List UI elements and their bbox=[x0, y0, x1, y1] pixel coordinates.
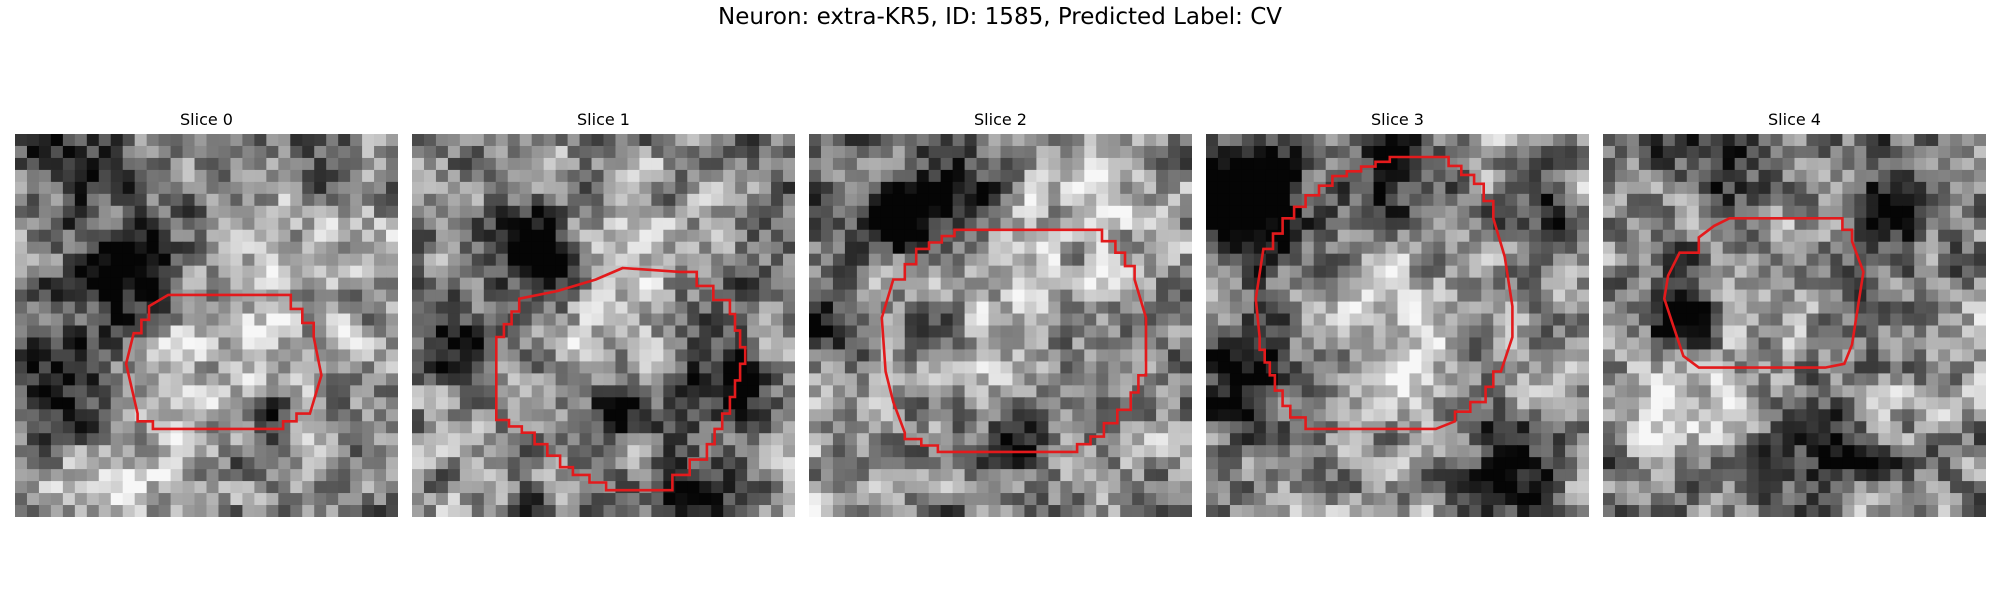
slice-image-4 bbox=[1603, 134, 1986, 517]
slice-image-3 bbox=[1206, 134, 1589, 517]
slice-image-0 bbox=[15, 134, 398, 517]
cell-contour-1 bbox=[495, 266, 747, 492]
cell-contour-4 bbox=[1662, 217, 1865, 369]
cell-contour-3 bbox=[1254, 155, 1514, 431]
cell-contour-0 bbox=[124, 293, 323, 431]
slice-panel-0: Slice 0 bbox=[15, 110, 398, 520]
slice-panel-2: Slice 2 bbox=[809, 110, 1192, 520]
slice-title-4: Slice 4 bbox=[1768, 110, 1821, 129]
slice-image-2 bbox=[809, 134, 1192, 517]
cell-contour-2 bbox=[880, 228, 1148, 454]
slice-image-1 bbox=[412, 134, 795, 517]
slice-title-2: Slice 2 bbox=[974, 110, 1027, 129]
slice-panel-4: Slice 4 bbox=[1603, 110, 1986, 520]
slice-panel-3: Slice 3 bbox=[1206, 110, 1589, 520]
slice-title-3: Slice 3 bbox=[1371, 110, 1424, 129]
figure-title: Neuron: extra-KR5, ID: 1585, Predicted L… bbox=[717, 4, 1283, 30]
slice-panel-1: Slice 1 bbox=[412, 110, 795, 520]
slice-title-0: Slice 0 bbox=[180, 110, 233, 129]
slice-title-1: Slice 1 bbox=[577, 110, 630, 129]
